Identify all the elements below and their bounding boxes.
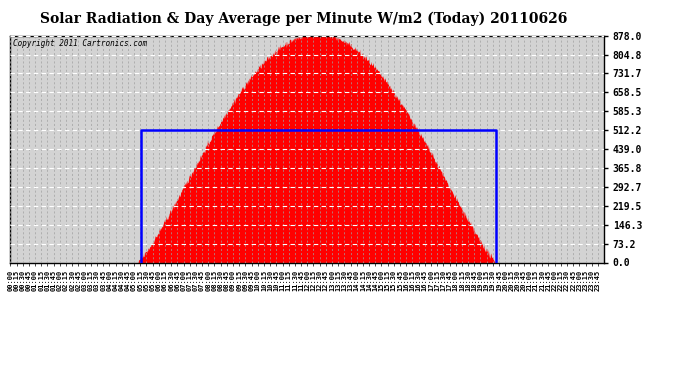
Text: Copyright 2011 Cartronics.com: Copyright 2011 Cartronics.com xyxy=(13,39,148,48)
Text: Solar Radiation & Day Average per Minute W/m2 (Today) 20110626: Solar Radiation & Day Average per Minute… xyxy=(40,11,567,26)
